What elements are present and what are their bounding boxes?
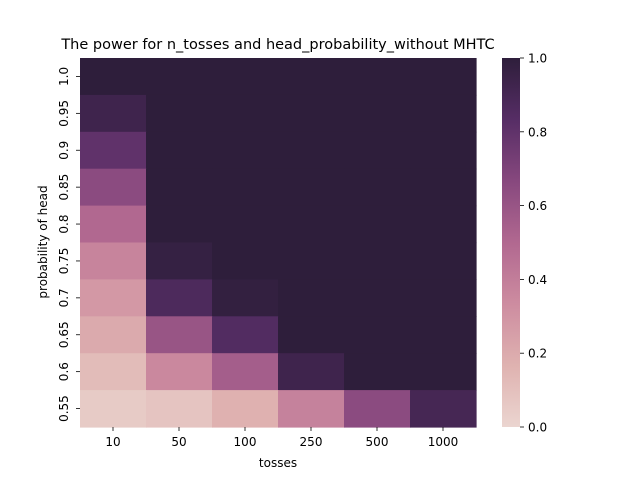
heatmap-cell (146, 316, 213, 354)
heatmap-cell (212, 242, 279, 280)
x-tick-label: 500 (366, 435, 389, 449)
heatmap-cell (80, 58, 147, 96)
x-tick-label: 50 (171, 435, 186, 449)
heatmap-cell (146, 390, 213, 428)
colorbar-tick-label: 1.0 (528, 52, 547, 66)
x-axis-ticks: 10 50 100 250 500 1000 (105, 427, 458, 449)
heatmap-cell (80, 205, 147, 244)
heatmap-cell (146, 168, 213, 207)
heatmap-cell (212, 390, 279, 428)
heatmap-cell (410, 94, 477, 133)
heatmap-cell (278, 94, 345, 133)
heatmap-cell (278, 316, 345, 354)
y-axis-label: probability of head (36, 185, 50, 298)
heatmap-cell (410, 353, 477, 391)
heatmap-cell (212, 279, 279, 317)
heatmap-cell (344, 205, 411, 244)
heatmap-cell (80, 390, 147, 428)
heatmap-cell (212, 205, 279, 244)
heatmap-cell (212, 316, 279, 354)
heatmap-cell (344, 279, 411, 317)
heatmap-cell (80, 94, 147, 133)
heatmap-cell (278, 353, 345, 391)
heatmap-cell (410, 205, 477, 244)
colorbar-tick-label: 0.4 (528, 273, 547, 287)
heatmap-cell (410, 390, 477, 428)
heatmap-cell (146, 58, 213, 96)
heatmap-cell (146, 279, 213, 317)
colorbar (502, 58, 520, 427)
heatmap-cell (344, 353, 411, 391)
x-tick-label: 250 (300, 435, 323, 449)
heatmap-cell (146, 353, 213, 391)
heatmap-cell (212, 131, 279, 170)
x-tick-label: 1000 (428, 435, 459, 449)
heatmap-cell (344, 94, 411, 133)
colorbar-ticks: 0.0 0.2 0.4 0.6 0.8 1.0 (520, 52, 547, 435)
heatmap-cell (146, 242, 213, 280)
heatmap-cell (80, 242, 147, 280)
colorbar-tick-label: 0.2 (528, 347, 547, 361)
heatmap-cell (80, 131, 147, 170)
heatmap-cell (146, 131, 213, 170)
heatmap-cell (146, 205, 213, 244)
heatmap-cell (344, 58, 411, 96)
heatmap-cell (344, 168, 411, 207)
y-tick-label: 0.9 (57, 141, 71, 160)
y-tick-label: 0.95 (57, 100, 71, 127)
y-tick-label: 0.7 (57, 288, 71, 307)
heatmap-cell (278, 58, 345, 96)
heatmap-cell (278, 131, 345, 170)
x-tick-label: 100 (234, 435, 257, 449)
heatmap-cell (80, 279, 147, 317)
heatmap-cell (344, 390, 411, 428)
heatmap-cell (212, 168, 279, 207)
heatmap-cell (410, 279, 477, 317)
y-tick-label: 0.75 (57, 248, 71, 275)
x-tick-label: 10 (105, 435, 120, 449)
heatmap-cell (212, 58, 279, 96)
colorbar-tick-label: 0.0 (528, 421, 547, 435)
y-axis-ticks: 1.0 0.95 0.9 0.85 0.8 0.75 0.7 0.65 0.6 0.55 (57, 67, 80, 422)
heatmap-cell (344, 242, 411, 280)
x-axis-label: tosses (259, 456, 297, 470)
y-tick-label: 0.6 (57, 362, 71, 381)
heatmap-cell (278, 168, 345, 207)
heatmap-cell (146, 94, 213, 133)
heatmap-cell (410, 242, 477, 280)
heatmap-cell (80, 353, 147, 391)
heatmap-cell (212, 353, 279, 391)
chart-title: The power for n_tosses and head_probabil… (60, 37, 494, 53)
heatmap-cell (344, 316, 411, 354)
colorbar-tick-label: 0.6 (528, 199, 547, 213)
heatmap-cell (278, 205, 345, 244)
y-tick-label: 0.65 (57, 321, 71, 348)
heatmap-cell (80, 316, 147, 354)
heatmap-cell (212, 94, 279, 133)
heatmap-cell (410, 131, 477, 170)
y-tick-label: 0.55 (57, 395, 71, 422)
heatmap-cells (80, 58, 477, 428)
y-tick-label: 1.0 (57, 67, 71, 86)
heatmap-cell (410, 58, 477, 96)
y-tick-label: 0.8 (57, 215, 71, 234)
heatmap-cell (80, 168, 147, 207)
heatmap-cell (278, 390, 345, 428)
heatmap-cell (278, 242, 345, 280)
heatmap-cell (278, 279, 345, 317)
heatmap-cell (410, 316, 477, 354)
colorbar-tick-label: 0.8 (528, 125, 547, 139)
heatmap-cell (410, 168, 477, 207)
heatmap-cell (344, 131, 411, 170)
y-tick-label: 0.85 (57, 174, 71, 201)
